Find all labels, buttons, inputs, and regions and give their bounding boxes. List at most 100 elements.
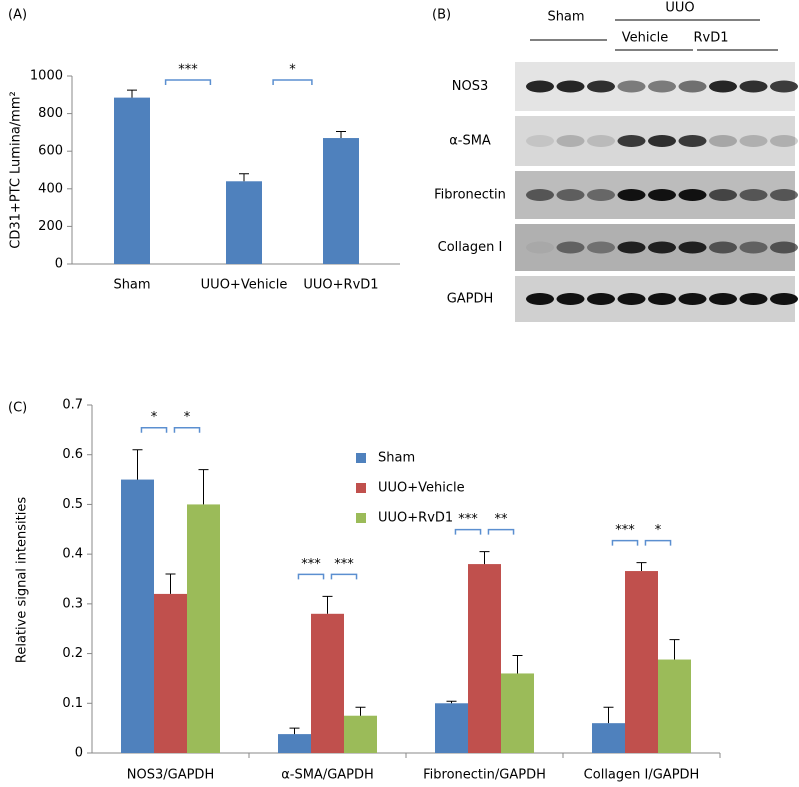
x-tick-label: NOS3/GAPDH — [127, 768, 214, 783]
blot-band — [526, 293, 554, 305]
panel-label: (C) — [8, 401, 27, 416]
significance-bracket — [140, 426, 168, 433]
error-bar — [289, 727, 300, 735]
error-bar — [165, 573, 176, 594]
blot-band — [678, 80, 707, 93]
legend-label: Sham — [378, 451, 415, 466]
legend-swatch — [356, 513, 366, 523]
blot-band — [587, 293, 615, 305]
bar — [278, 734, 311, 753]
blot-band — [587, 135, 615, 147]
blot-band — [648, 241, 676, 254]
blot-band — [587, 241, 615, 254]
bar — [187, 504, 220, 753]
panel-label: (A) — [8, 8, 27, 23]
significance-label: ** — [495, 512, 509, 527]
y-tick-label: 0.2 — [62, 646, 83, 661]
blot-band — [709, 293, 737, 305]
blot-band — [648, 135, 676, 147]
significance-label: *** — [301, 557, 321, 572]
bar — [435, 703, 468, 753]
blot-band — [556, 80, 585, 93]
significance-bracket — [487, 528, 515, 535]
blot-band — [770, 80, 798, 93]
y-tick-label: 0.1 — [62, 696, 83, 711]
blot-band — [648, 80, 676, 93]
blot-band — [678, 189, 707, 201]
blot-row-label: GAPDH — [447, 292, 494, 307]
significance-bracket — [297, 573, 325, 580]
error-bar — [198, 469, 209, 505]
blot-band — [770, 189, 798, 201]
blot-band — [739, 293, 768, 305]
blot-band — [739, 241, 768, 254]
bar — [468, 564, 501, 753]
blot-band — [617, 80, 646, 93]
blot-row-label: NOS3 — [452, 79, 488, 94]
blot-band — [526, 135, 554, 147]
error-bar — [127, 89, 137, 98]
bar — [114, 97, 150, 265]
significance-label: *** — [615, 523, 635, 538]
significance-bracket — [330, 573, 358, 580]
blot-band — [526, 189, 554, 201]
y-tick-label: 400 — [38, 181, 63, 196]
blot-row-label: α-SMA — [449, 134, 491, 149]
blot-band — [617, 189, 646, 201]
significance-bracket — [611, 539, 639, 546]
error-bar — [603, 706, 614, 724]
significance-bracket — [644, 539, 672, 546]
blot-row-label: Collagen I — [438, 240, 503, 255]
legend-label: UUO+RvD1 — [378, 511, 453, 526]
error-bar — [355, 706, 366, 716]
significance-label: *** — [458, 512, 478, 527]
significance-label: * — [655, 523, 662, 538]
bar — [658, 659, 691, 753]
legend-swatch — [356, 483, 366, 493]
error-bar — [446, 700, 457, 704]
blot-band — [526, 80, 554, 93]
y-tick-label: 0.3 — [62, 596, 83, 611]
blot-band — [556, 241, 585, 254]
blot-band — [709, 135, 737, 147]
blot-band — [587, 80, 615, 93]
error-bar — [239, 173, 249, 182]
y-axis-label: Relative signal intensities — [15, 497, 30, 663]
error-bar — [132, 449, 143, 480]
blot-band — [678, 293, 707, 305]
group-label: RvD1 — [693, 31, 728, 46]
blot-band — [648, 189, 676, 201]
bar — [592, 723, 625, 753]
bar — [344, 715, 377, 753]
legend-label: UUO+Vehicle — [378, 481, 465, 496]
panel-label: (B) — [432, 8, 451, 23]
bar — [226, 181, 262, 264]
y-tick-label: 0 — [55, 257, 63, 272]
blot-band — [770, 293, 798, 305]
blot-band — [709, 241, 737, 254]
blot-row-label: Fibronectin — [434, 188, 506, 203]
blot-band — [678, 135, 707, 147]
bar — [154, 593, 187, 753]
x-tick-label: Sham — [113, 278, 150, 293]
error-bar — [669, 639, 680, 660]
blot-band — [739, 189, 768, 201]
significance-bracket — [173, 426, 201, 433]
blot-band — [709, 80, 737, 93]
bar — [121, 479, 154, 753]
blot-band — [770, 241, 798, 254]
significance-label: *** — [334, 557, 354, 572]
blot-band — [648, 293, 676, 305]
error-bar — [322, 595, 333, 614]
x-tick-label: Fibronectin/GAPDH — [423, 768, 546, 783]
blot-band — [617, 293, 646, 305]
significance-bracket — [272, 79, 313, 85]
y-tick-label: 1000 — [30, 69, 63, 84]
blot-band — [709, 189, 737, 201]
error-bar — [512, 655, 523, 674]
bar — [323, 138, 359, 264]
error-bar — [479, 551, 490, 565]
y-tick-label: 200 — [38, 219, 63, 234]
significance-bracket — [454, 528, 482, 535]
